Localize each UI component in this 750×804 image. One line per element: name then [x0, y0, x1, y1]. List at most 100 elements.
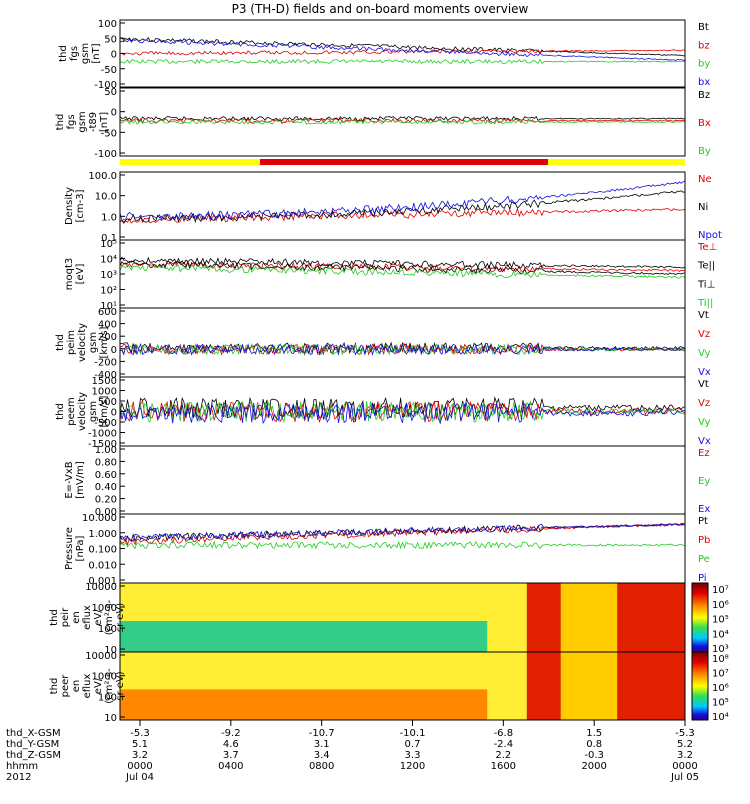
- row-label: 2012: [6, 772, 31, 783]
- y-tick-label: 1000: [92, 603, 117, 614]
- y-tick-label: -1000: [88, 429, 117, 440]
- x-tick-label-hhmm: 0000: [127, 761, 152, 772]
- x-tick-label-date_row: Jul 05: [670, 772, 699, 783]
- row-label: hhmm: [6, 761, 38, 772]
- fgs-series-2: [119, 58, 686, 65]
- y-axis-label: peer: [60, 674, 71, 698]
- state-bar-yellow: [548, 159, 685, 165]
- legend-entry: Vx: [698, 436, 711, 447]
- x-tick-label-z_gsm: 3.2: [132, 750, 148, 761]
- y-tick-label: 0.60: [95, 470, 117, 481]
- temperature-series-1: [119, 256, 686, 270]
- legend-entry: Ti||: [697, 298, 713, 309]
- y-axis-label: thd: [49, 678, 60, 695]
- x-tick-label-x_gsm: -10.1: [400, 728, 426, 739]
- y-tick-label: 0.20: [95, 495, 117, 506]
- y-tick-label: 100.0: [88, 171, 117, 182]
- y-axis-label: thd: [49, 609, 60, 626]
- y-axis-label: [nT]: [91, 43, 102, 63]
- y-axis-label: thd: [55, 403, 66, 420]
- x-tick-label-date_row: Jul 04: [125, 772, 154, 783]
- legend-entry: bx: [698, 77, 710, 88]
- y-tick-label: -200: [94, 357, 117, 368]
- y-axis-label: Density: [64, 187, 75, 225]
- x-tick-label-hhmm: 0400: [218, 761, 243, 772]
- y-axis-label: [nPa]: [75, 535, 86, 561]
- colorbar-tick-label: 10⁴: [712, 712, 729, 723]
- legend-entry: Ni: [698, 202, 708, 213]
- x-tick-label-z_gsm: 2.2: [495, 750, 511, 761]
- y-tick-label: 100: [98, 692, 117, 703]
- pressure-series-2: [119, 540, 686, 550]
- peem-velocity-series-0: [119, 396, 686, 419]
- panel-background: [120, 172, 685, 240]
- x-tick-label-x_gsm: -5.3: [675, 728, 695, 739]
- y-tick-label: 1000: [92, 387, 117, 398]
- colorbar: [691, 651, 709, 721]
- y-axis-label: velocity: [77, 323, 88, 362]
- row-label: thd_Y-GSM: [6, 739, 59, 750]
- y-axis-label: eV/: [93, 609, 104, 626]
- x-tick-label-hhmm: 1200: [400, 761, 425, 772]
- legend-entry: by: [698, 59, 710, 70]
- colorbar-tick-label: 10⁶: [712, 683, 729, 694]
- legend-entry: Bx: [698, 118, 711, 129]
- temperature-series-3: [119, 264, 685, 279]
- y-tick-label: -500: [94, 418, 117, 429]
- x-tick-label-x_gsm: -6.8: [494, 728, 514, 739]
- y-tick-label: 100: [98, 19, 117, 30]
- colorbar-tick-label: 10⁴: [712, 629, 729, 640]
- y-axis-label: peem: [66, 397, 77, 425]
- y-axis-label: sr-eV): [115, 671, 126, 700]
- y-axis-label: thd: [58, 45, 69, 62]
- legend-entry: Ez: [698, 448, 710, 459]
- y-tick-label: 400: [98, 320, 117, 331]
- density-series-1: [119, 190, 686, 224]
- spectrogram-band: [120, 620, 488, 652]
- y-tick-label: 200: [98, 332, 117, 343]
- x-tick-label-z_gsm: 3.2: [677, 750, 693, 761]
- y-axis-label: peim: [66, 330, 77, 355]
- legend-entry: Bz: [698, 90, 710, 101]
- density-series-0: [119, 207, 686, 225]
- x-tick-label-y_gsm: -2.4: [494, 739, 514, 750]
- y-tick-label: -100: [94, 80, 117, 91]
- y-tick-label: 0.100: [88, 545, 117, 556]
- y-tick-label: 0.001: [88, 576, 117, 587]
- spectrogram-band: [120, 689, 488, 720]
- legend-entry: By: [698, 146, 711, 157]
- legend-entry: Ex: [698, 504, 710, 515]
- x-tick-label-hhmm: 0000: [672, 761, 697, 772]
- y-tick-label: 10³: [100, 270, 117, 281]
- legend-entry: bz: [698, 40, 710, 51]
- y-axis-label: fgs: [69, 46, 80, 61]
- colorbar-tick-label: 10⁶: [712, 600, 729, 611]
- x-tick-label-y_gsm: 5.1: [132, 739, 148, 750]
- legend-entry: Te⊥: [697, 242, 717, 253]
- y-axis-label: gsm: [80, 43, 91, 64]
- legend-entry: Ti⊥: [697, 279, 715, 290]
- y-tick-label: 0: [111, 50, 117, 61]
- y-axis-label: moqt3: [64, 258, 75, 291]
- fgs-series-3: [119, 38, 686, 61]
- y-axis-label: [km/s]: [99, 395, 110, 427]
- x-tick-label-y_gsm: 0.7: [405, 739, 421, 750]
- y-tick-label: -400: [94, 370, 117, 381]
- legend-entry: Pt: [698, 516, 708, 527]
- spectrogram-band: [560, 652, 618, 720]
- y-tick-label: 0.40: [95, 482, 117, 493]
- y-axis-label: thd: [55, 114, 66, 131]
- y-axis-label: (cm²-s-: [104, 668, 115, 704]
- fgs-t89-series-2: [119, 119, 686, 125]
- y-axis-label: thd: [55, 334, 66, 351]
- x-tick-label-y_gsm: 0.8: [586, 739, 602, 750]
- y-axis-label: [mV/m]: [75, 461, 86, 499]
- legend-entry: Pi: [698, 573, 707, 584]
- y-axis-label: en: [71, 680, 82, 693]
- y-tick-label: 0.80: [95, 457, 117, 468]
- y-tick-label: 0: [111, 408, 117, 419]
- y-axis-label: fgs: [66, 114, 77, 129]
- x-tick-label-x_gsm: -10.7: [309, 728, 335, 739]
- legend-entry: Bt: [698, 22, 709, 33]
- fgs-series-0: [119, 36, 686, 57]
